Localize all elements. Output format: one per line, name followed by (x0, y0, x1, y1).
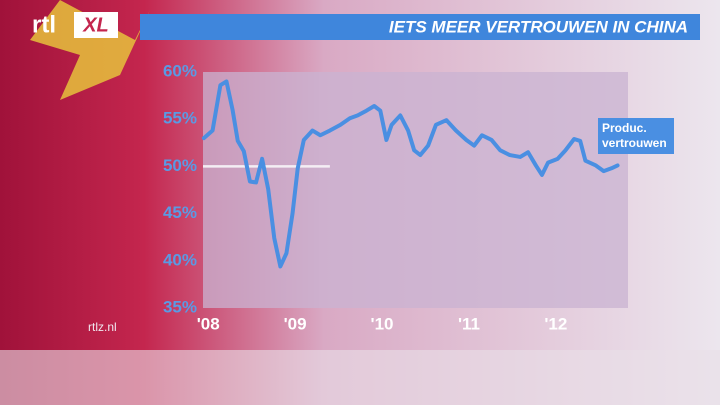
logo-box (74, 12, 118, 38)
x-tick-label: '11 (458, 314, 480, 333)
bottom-band (0, 350, 720, 405)
x-tick-label: '09 (284, 314, 307, 333)
x-tick-label: '10 (371, 314, 394, 333)
y-tick-label: 55% (163, 109, 197, 128)
logo-rtl: rtl (32, 11, 56, 38)
source: rtlz.nl (88, 320, 117, 334)
logo-xl: XL (82, 14, 109, 36)
series-line (201, 79, 620, 269)
y-tick-label: 45% (163, 203, 197, 222)
y-tick-label: 50% (163, 156, 197, 175)
flag-star (30, 0, 150, 100)
y-tick-label: 40% (163, 250, 197, 269)
chart-title: IETS MEER VERTROUWEN IN CHINA (389, 17, 688, 36)
x-tick-label: '08 (197, 314, 220, 333)
plot-area (203, 72, 628, 308)
y-tick-label: 35% (163, 297, 197, 316)
series-label: Produc. vertrouwen (598, 118, 674, 154)
x-tick-label: '12 (544, 314, 567, 333)
title-bar (140, 14, 700, 40)
y-tick-label: 60% (163, 61, 197, 80)
